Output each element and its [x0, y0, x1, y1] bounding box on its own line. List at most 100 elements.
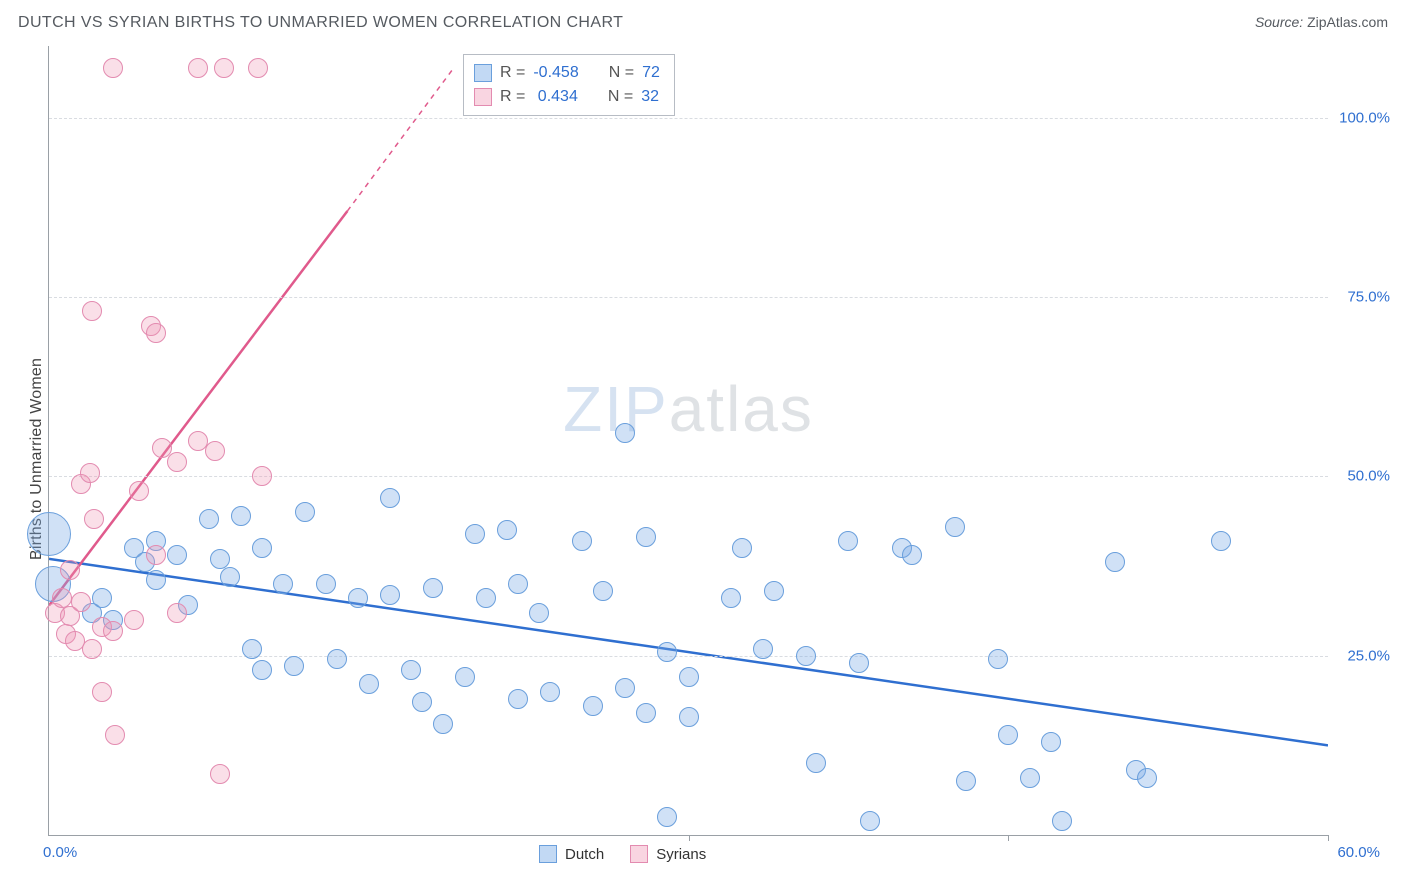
point-dutch — [199, 509, 219, 529]
point-dutch — [572, 531, 592, 551]
point-dutch — [806, 753, 826, 773]
point-dutch — [497, 520, 517, 540]
legend-label-syrians: Syrians — [656, 846, 706, 863]
point-dutch — [146, 570, 166, 590]
point-dutch — [359, 674, 379, 694]
point-dutch — [732, 538, 752, 558]
swatch-blue-icon — [474, 64, 492, 82]
series-legend: Dutch Syrians — [539, 845, 706, 863]
point-dutch — [423, 578, 443, 598]
x-tick — [1328, 835, 1329, 841]
point-dutch — [540, 682, 560, 702]
point-dutch — [210, 549, 230, 569]
y-tick-label: 25.0% — [1347, 647, 1390, 664]
source-name: ZipAtlas.com — [1307, 14, 1388, 30]
swatch-blue-icon — [539, 845, 557, 863]
point-dutch — [242, 639, 262, 659]
point-dutch — [295, 502, 315, 522]
point-dutch — [764, 581, 784, 601]
point-dutch — [529, 603, 549, 623]
stat-n-label: N = — [608, 85, 633, 109]
point-dutch — [998, 725, 1018, 745]
stat-r-label: R = — [500, 61, 525, 85]
trend-line — [347, 68, 454, 211]
stats-row-syrians: R = 0.434 N = 32 — [474, 85, 660, 109]
trend-line — [49, 211, 347, 606]
point-dutch — [657, 642, 677, 662]
point-dutch — [220, 567, 240, 587]
legend-item-dutch: Dutch — [539, 845, 604, 863]
point-dutch — [838, 531, 858, 551]
point-dutch — [593, 581, 613, 601]
x-tick — [689, 835, 690, 841]
stat-r-dutch: -0.458 — [533, 61, 578, 85]
point-dutch — [1137, 768, 1157, 788]
point-syrians — [124, 610, 144, 630]
gridline — [49, 118, 1328, 119]
point-syrians — [60, 560, 80, 580]
point-dutch — [721, 588, 741, 608]
y-tick-label: 100.0% — [1339, 109, 1390, 126]
point-dutch — [380, 488, 400, 508]
legend-item-syrians: Syrians — [630, 845, 706, 863]
y-tick-label: 75.0% — [1347, 289, 1390, 306]
gridline — [49, 656, 1328, 657]
correlation-stats-legend: R = -0.458 N = 72 R = 0.434 N = 32 — [463, 54, 675, 116]
point-syrians — [146, 323, 166, 343]
point-dutch — [679, 707, 699, 727]
point-dutch — [679, 667, 699, 687]
point-syrians — [84, 509, 104, 529]
stat-n-syrians: 32 — [641, 85, 659, 109]
legend-label-dutch: Dutch — [565, 846, 604, 863]
point-dutch — [902, 545, 922, 565]
stats-row-dutch: R = -0.458 N = 72 — [474, 61, 660, 85]
stat-r-label: R = — [500, 85, 525, 109]
stat-r-syrians: 0.434 — [533, 85, 578, 109]
point-syrians — [80, 463, 100, 483]
point-syrians — [167, 603, 187, 623]
point-syrians — [252, 466, 272, 486]
watermark: ZIPatlas — [563, 372, 814, 446]
x-tick-label: 0.0% — [43, 844, 77, 861]
point-dutch — [465, 524, 485, 544]
y-tick-label: 50.0% — [1347, 468, 1390, 485]
point-dutch — [327, 649, 347, 669]
point-syrians — [82, 639, 102, 659]
point-syrians — [71, 592, 91, 612]
point-dutch — [860, 811, 880, 831]
point-dutch — [284, 656, 304, 676]
point-dutch — [231, 506, 251, 526]
point-dutch — [455, 667, 475, 687]
watermark-part2: atlas — [669, 373, 814, 445]
point-syrians — [103, 58, 123, 78]
point-dutch — [849, 653, 869, 673]
scatter-plot-area: ZIPatlas R = -0.458 N = 72 R = 0.434 N =… — [48, 46, 1328, 836]
point-dutch — [796, 646, 816, 666]
point-dutch — [1211, 531, 1231, 551]
point-dutch — [636, 527, 656, 547]
point-dutch — [636, 703, 656, 723]
point-syrians — [248, 58, 268, 78]
point-dutch — [753, 639, 773, 659]
point-dutch — [615, 678, 635, 698]
point-dutch — [27, 512, 71, 556]
point-dutch — [412, 692, 432, 712]
point-syrians — [210, 764, 230, 784]
swatch-pink-icon — [474, 88, 492, 106]
point-dutch — [273, 574, 293, 594]
point-dutch — [657, 807, 677, 827]
point-syrians — [82, 301, 102, 321]
source-attribution: Source: ZipAtlas.com — [1255, 14, 1388, 30]
point-dutch — [401, 660, 421, 680]
point-dutch — [380, 585, 400, 605]
gridline — [49, 297, 1328, 298]
point-dutch — [508, 574, 528, 594]
point-syrians — [129, 481, 149, 501]
point-dutch — [433, 714, 453, 734]
stat-n-dutch: 72 — [642, 61, 660, 85]
point-dutch — [1041, 732, 1061, 752]
point-dutch — [945, 517, 965, 537]
point-dutch — [476, 588, 496, 608]
point-dutch — [167, 545, 187, 565]
point-dutch — [988, 649, 1008, 669]
